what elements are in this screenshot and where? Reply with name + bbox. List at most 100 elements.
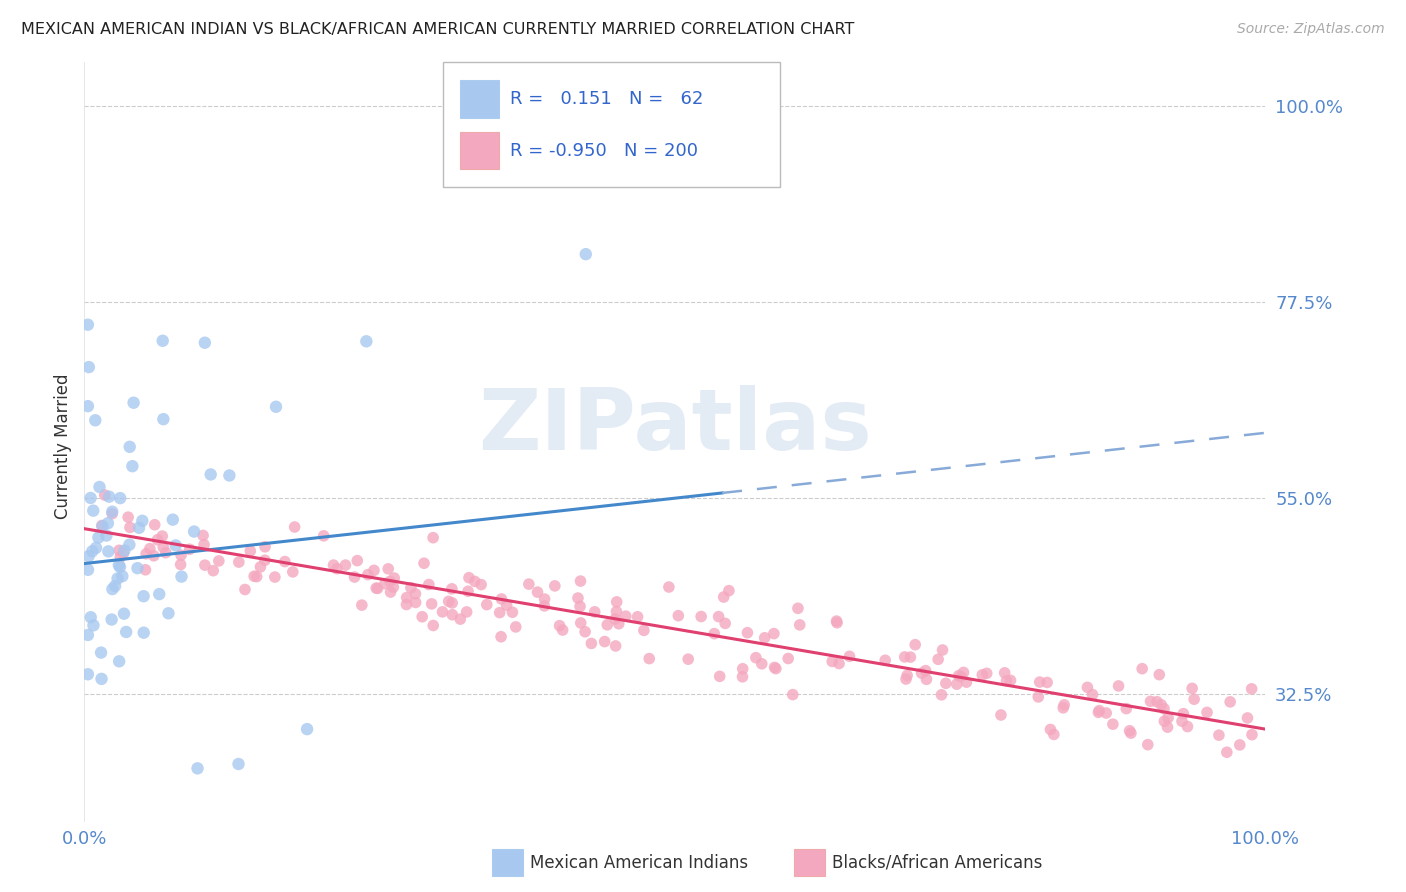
Point xyxy=(464,574,486,589)
Point xyxy=(1229,738,1251,752)
Point xyxy=(77,563,100,577)
Point xyxy=(1195,706,1218,720)
Point xyxy=(690,609,713,624)
Point xyxy=(581,636,603,650)
Point xyxy=(194,558,217,573)
Point xyxy=(111,569,134,583)
Point xyxy=(139,541,162,556)
Point xyxy=(990,708,1012,723)
Point xyxy=(193,538,215,552)
Point xyxy=(152,412,174,426)
Point xyxy=(121,459,143,474)
Point xyxy=(789,618,811,632)
Point xyxy=(1208,728,1230,742)
Point xyxy=(100,613,122,627)
Point xyxy=(82,544,104,558)
Point xyxy=(110,549,132,564)
Point xyxy=(131,514,153,528)
Point xyxy=(475,598,498,612)
Point xyxy=(517,577,540,591)
Point xyxy=(900,650,922,665)
Point xyxy=(399,581,422,595)
Point xyxy=(1173,706,1195,721)
Point xyxy=(567,591,589,605)
Point xyxy=(574,624,596,639)
Point xyxy=(112,543,135,558)
Point xyxy=(703,626,725,640)
Point xyxy=(115,625,138,640)
Point xyxy=(526,585,548,599)
Point xyxy=(97,516,120,531)
Point xyxy=(263,570,285,584)
Point xyxy=(281,565,304,579)
Point xyxy=(82,503,104,517)
Point xyxy=(614,609,637,624)
Point xyxy=(170,548,193,562)
Point xyxy=(405,595,427,609)
Point xyxy=(1146,695,1168,709)
Point xyxy=(142,549,165,563)
Point xyxy=(1139,694,1161,708)
Point xyxy=(1102,717,1125,731)
Point xyxy=(228,756,250,771)
Text: ZIPatlas: ZIPatlas xyxy=(478,384,872,468)
Text: Currently Married: Currently Married xyxy=(55,373,72,519)
Point xyxy=(1240,728,1263,742)
Point xyxy=(1115,701,1137,715)
Point xyxy=(976,666,998,681)
Point xyxy=(169,558,191,572)
Point xyxy=(117,510,139,524)
Point xyxy=(945,677,967,691)
Point xyxy=(1136,738,1159,752)
Point xyxy=(745,650,768,665)
Point xyxy=(82,618,104,632)
Point xyxy=(931,643,953,657)
Point xyxy=(77,360,100,375)
Point xyxy=(762,626,785,640)
Point xyxy=(470,577,492,591)
Point xyxy=(709,669,731,683)
Point xyxy=(127,561,149,575)
Point xyxy=(583,605,606,619)
Point xyxy=(607,616,630,631)
Point xyxy=(751,657,773,671)
Point xyxy=(575,247,598,261)
Point xyxy=(544,579,567,593)
Point xyxy=(952,665,974,680)
Point xyxy=(1149,667,1171,681)
Point xyxy=(134,563,156,577)
Point xyxy=(894,672,917,686)
Point xyxy=(754,631,776,645)
Point xyxy=(1153,714,1175,729)
Point xyxy=(101,582,124,596)
Point xyxy=(418,577,440,591)
Point xyxy=(165,538,187,552)
Point xyxy=(569,574,592,588)
Point xyxy=(995,673,1018,688)
Text: Blacks/African Americans: Blacks/African Americans xyxy=(832,854,1043,871)
Point xyxy=(77,628,100,642)
Point xyxy=(118,440,141,454)
Point xyxy=(778,651,800,665)
Point xyxy=(170,569,193,583)
Point xyxy=(312,529,335,543)
Point xyxy=(112,546,135,560)
Point xyxy=(89,480,111,494)
Point xyxy=(838,649,860,664)
Point xyxy=(1130,662,1153,676)
Point xyxy=(569,599,592,614)
Point xyxy=(108,654,131,668)
Point xyxy=(367,582,389,596)
Point xyxy=(596,617,619,632)
Point xyxy=(533,592,555,607)
Point xyxy=(1171,714,1194,729)
Point xyxy=(146,533,169,547)
Text: MEXICAN AMERICAN INDIAN VS BLACK/AFRICAN AMERICAN CURRENTLY MARRIED CORRELATION : MEXICAN AMERICAN INDIAN VS BLACK/AFRICAN… xyxy=(21,22,855,37)
Point xyxy=(1153,701,1175,715)
Point xyxy=(931,688,953,702)
Point xyxy=(765,662,787,676)
Point xyxy=(101,507,124,521)
Point xyxy=(186,761,208,775)
Point xyxy=(501,605,523,619)
Point xyxy=(1000,673,1022,688)
